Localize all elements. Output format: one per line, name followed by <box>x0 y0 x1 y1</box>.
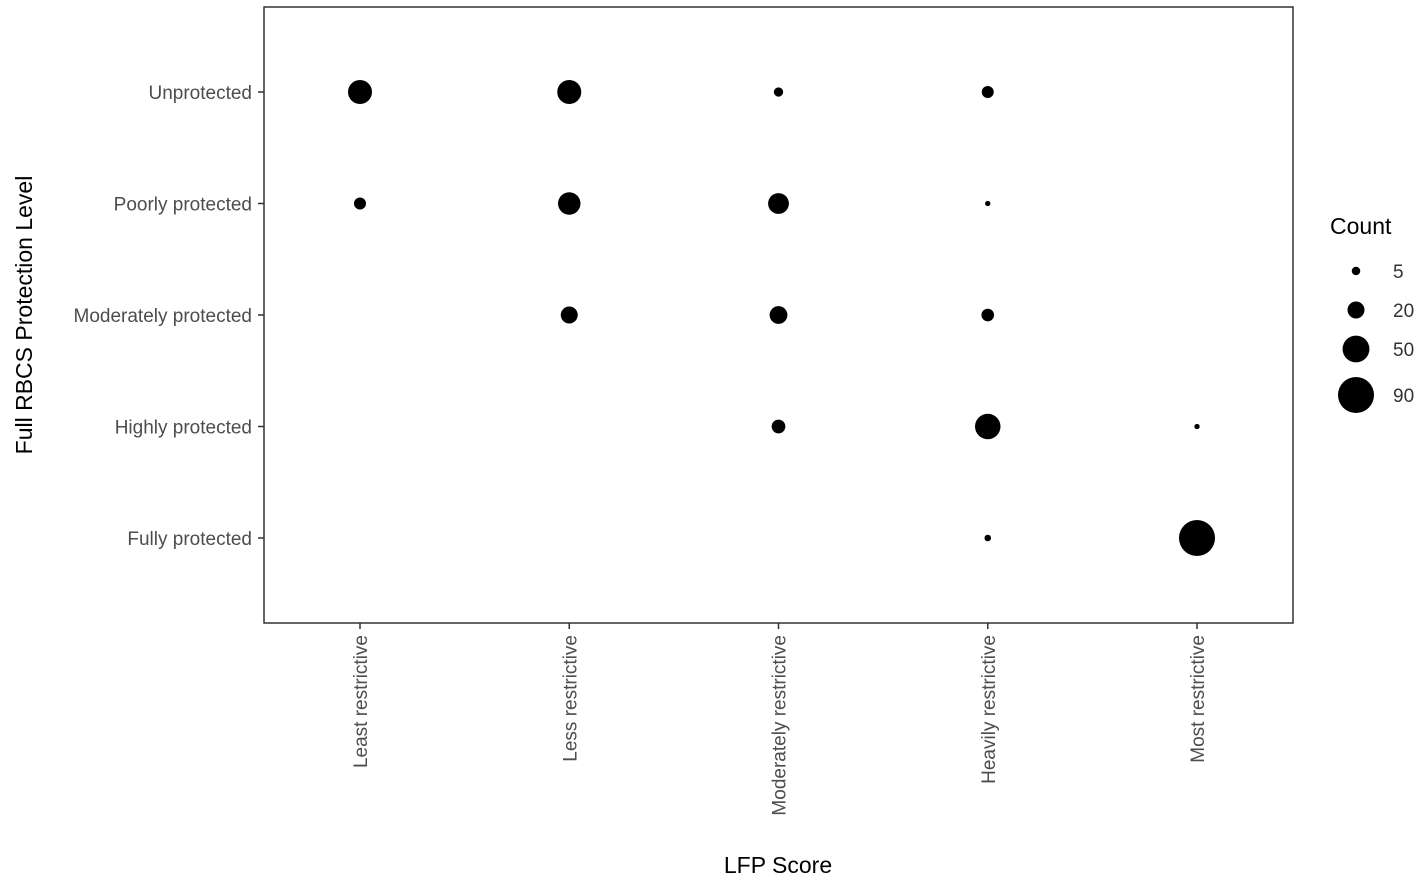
point-heavily-restrictive-fully-protected <box>984 534 992 542</box>
point-most-restrictive-fully-protected <box>1178 519 1216 557</box>
point-least-restrictive-poorly-protected <box>353 197 367 210</box>
y-tick-label-highly-protected: Highly protected <box>115 418 252 439</box>
point-heavily-restrictive-moderately-protected <box>981 308 995 322</box>
point-heavily-restrictive-poorly-protected <box>985 200 991 207</box>
legend: Count 5 20 50 90 <box>1330 213 1414 414</box>
x-tick-label-heavily-restrictive: Heavily restrictive <box>979 635 1000 784</box>
point-heavily-restrictive-highly-protected <box>975 413 1001 440</box>
x-tick-label-moderately-restrictive: Moderately restrictive <box>770 635 791 816</box>
x-tick-label-less-restrictive: Less restrictive <box>560 635 581 762</box>
legend-key-90 <box>1337 376 1375 414</box>
y-axis: Fully protected Highly protected Moderatel… <box>74 83 264 550</box>
y-tick-label-moderately-protected: Moderately protected <box>74 306 253 327</box>
point-moderately-restrictive-moderately-protected <box>769 306 788 324</box>
legend-label-5: 5 <box>1393 262 1404 283</box>
y-tick-label-poorly-protected: Poorly protected <box>114 195 252 216</box>
legend-title: Count <box>1330 213 1392 239</box>
point-least-restrictive-unprotected <box>347 79 373 105</box>
legend-label-50: 50 <box>1393 340 1414 361</box>
x-axis-title: LFP Score <box>724 852 832 878</box>
point-moderately-restrictive-unprotected <box>773 87 784 97</box>
point-less-restrictive-poorly-protected <box>558 192 581 215</box>
y-tick-label-unprotected: Unprotected <box>148 83 252 104</box>
point-moderately-restrictive-highly-protected <box>771 419 786 434</box>
point-less-restrictive-moderately-protected <box>560 306 578 324</box>
y-axis-title: Full RBCS Protection Level <box>11 176 37 455</box>
legend-key-5 <box>1351 266 1361 276</box>
point-less-restrictive-unprotected <box>557 79 582 105</box>
legend-label-90: 90 <box>1393 386 1414 407</box>
x-tick-label-most-restrictive: Most restrictive <box>1188 635 1209 763</box>
y-tick-label-fully-protected: Fully protected <box>127 529 252 550</box>
x-tick-label-least-restrictive: Least restrictive <box>351 635 372 768</box>
x-axis: Least restrictive Less restrictive Moderat… <box>351 623 1209 816</box>
data-points <box>347 79 1216 557</box>
point-heavily-restrictive-unprotected <box>981 85 994 99</box>
legend-key-50 <box>1342 335 1370 363</box>
point-moderately-restrictive-poorly-protected <box>768 193 789 214</box>
point-most-restrictive-highly-protected <box>1194 423 1200 430</box>
legend-key-20 <box>1347 301 1365 319</box>
legend-label-20: 20 <box>1393 301 1414 322</box>
